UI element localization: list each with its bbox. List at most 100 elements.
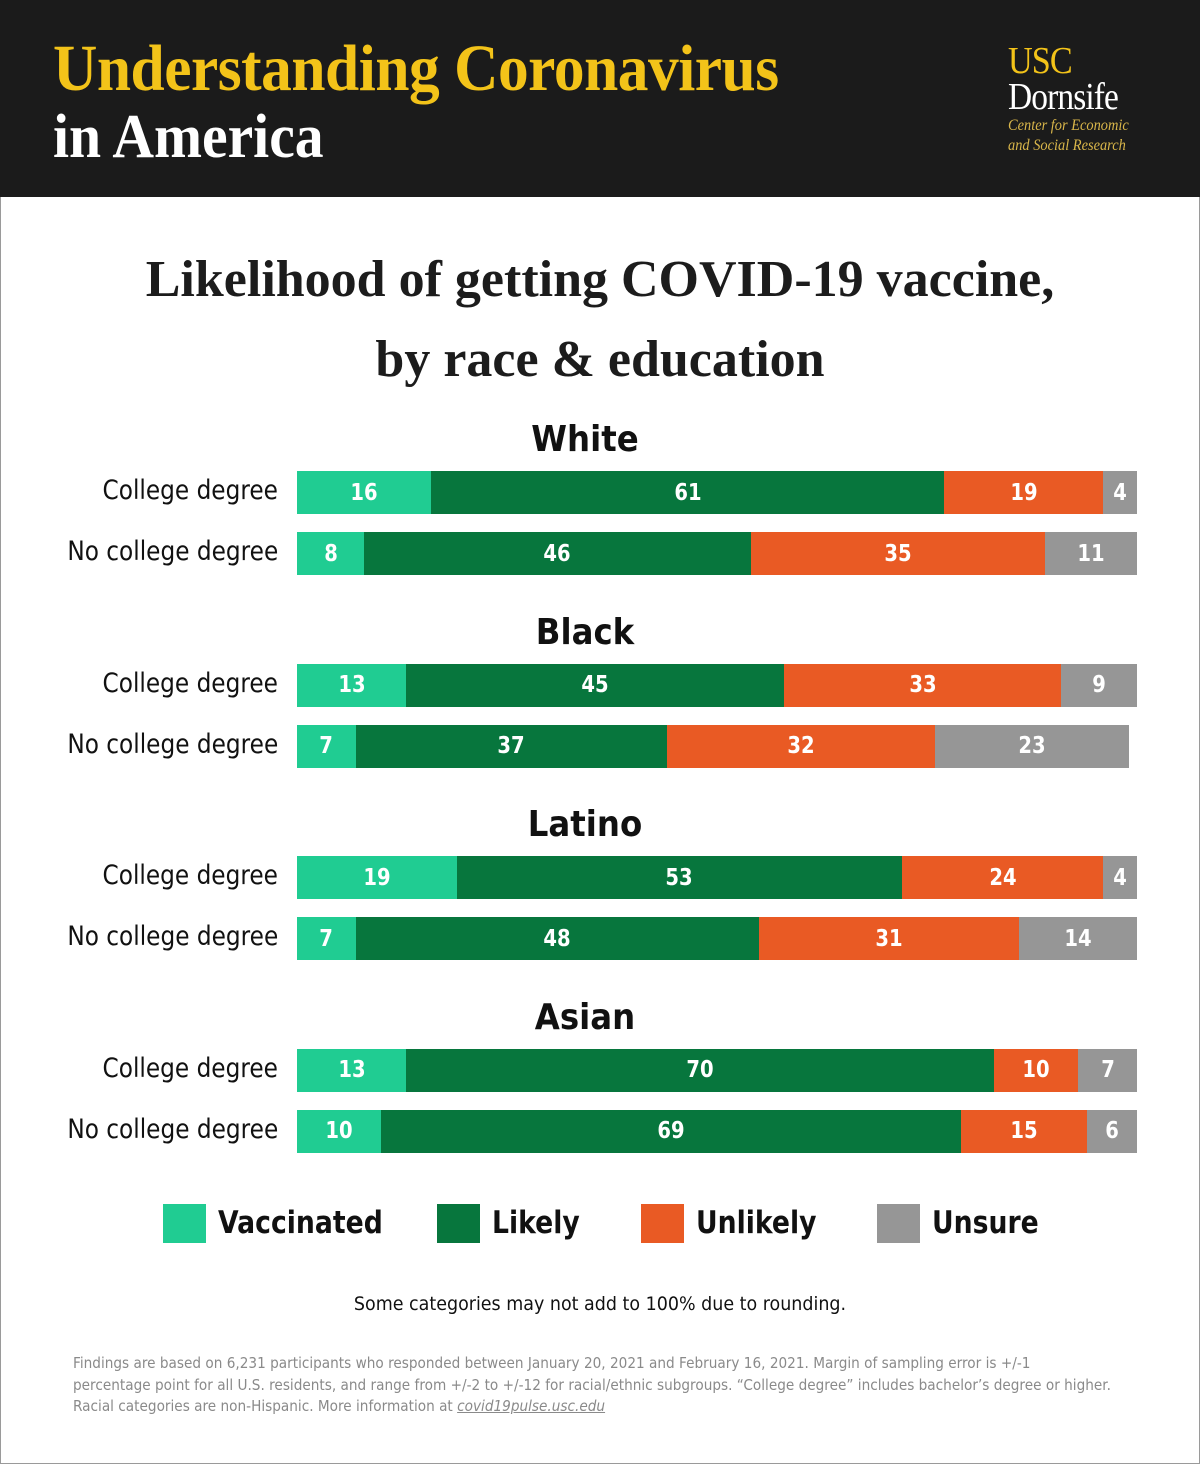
bar-segment-unlikely: 31 xyxy=(759,917,1020,960)
legend-label-vaccinated: Vaccinated xyxy=(218,1205,383,1241)
bar-segment-vaccinated: 8 xyxy=(297,532,365,575)
bar-segment-vaccinated: 7 xyxy=(297,917,356,960)
bar-segment-likely: 48 xyxy=(355,917,759,960)
bar-segment-vaccinated: 13 xyxy=(297,1048,407,1092)
bar-segment-unlikely: 32 xyxy=(666,724,936,768)
bar-segment-likely: 46 xyxy=(364,532,751,575)
legend-swatch-likely xyxy=(437,1203,480,1243)
bar-segment-unlikely: 24 xyxy=(901,856,1104,899)
bar-segment-unlikely: 35 xyxy=(750,532,1045,575)
data-label: 69 xyxy=(657,1118,685,1144)
bar-segment-likely: 37 xyxy=(355,724,667,768)
row-label: No college degree xyxy=(67,728,278,760)
data-label: 7 xyxy=(1100,1057,1115,1083)
bar-segment-vaccinated: 16 xyxy=(297,471,432,514)
bar-segment-vaccinated: 13 xyxy=(297,663,407,707)
chart-title: Likelihood of getting COVID-19 vaccine, xyxy=(145,251,1055,308)
data-label: 33 xyxy=(909,672,937,698)
data-label: 24 xyxy=(988,864,1017,891)
data-label: 37 xyxy=(497,733,525,759)
bar-segment-likely: 61 xyxy=(431,471,944,514)
row-label: No college degree xyxy=(67,536,278,567)
chart-title-block: Likelihood of getting COVID-19 vaccine, … xyxy=(0,240,1200,400)
data-label: 19 xyxy=(1009,479,1038,506)
legend-swatch-unlikely xyxy=(641,1203,684,1243)
group-title-black: Black xyxy=(535,611,635,653)
chart-legend: Vaccinated Likely Unlikely Unsure xyxy=(0,1203,1200,1243)
usc-dornsife-logo: USC Dornsife Center for Economic and Soc… xyxy=(1008,40,1142,156)
bar-segment-likely: 53 xyxy=(456,856,902,899)
data-label: 45 xyxy=(581,672,609,698)
data-label: 48 xyxy=(543,925,571,952)
bar-segment-likely: 45 xyxy=(406,663,785,707)
bar-segment-unsure: 11 xyxy=(1044,532,1137,575)
bar-segment-unlikely: 33 xyxy=(784,663,1062,707)
bar-segment-unsure: 23 xyxy=(935,724,1129,768)
data-label: 16 xyxy=(350,479,378,506)
row-label: No college degree xyxy=(67,921,278,952)
legend-swatch-vaccinated xyxy=(163,1203,206,1243)
bar-segment-unsure: 7 xyxy=(1078,1048,1137,1092)
data-label: 7 xyxy=(319,733,334,759)
header-title-line1: Understanding Coronavirus xyxy=(53,32,779,105)
data-label: 4 xyxy=(1113,864,1127,891)
logo-subtitle-1: Center for Economic xyxy=(1008,117,1129,134)
data-label: 14 xyxy=(1064,925,1092,952)
data-label: 10 xyxy=(1022,1057,1050,1083)
legend-swatch-unsure xyxy=(877,1203,920,1243)
data-label: 6 xyxy=(1104,1118,1119,1144)
legend-label-unlikely: Unlikely xyxy=(696,1205,817,1241)
bar-segment-likely: 69 xyxy=(381,1109,961,1153)
bar-segment-unsure: 6 xyxy=(1086,1109,1137,1153)
bar-segment-unsure: 9 xyxy=(1061,663,1137,707)
bar-segment-vaccinated: 10 xyxy=(297,1109,381,1153)
header-title-line2: in America xyxy=(53,103,324,171)
data-label: 61 xyxy=(673,479,702,506)
row-label: College degree xyxy=(102,860,278,891)
header-banner: Understanding Coronavirus in America USC… xyxy=(0,0,1200,197)
data-label: 13 xyxy=(337,1057,366,1083)
data-label: 35 xyxy=(883,540,912,567)
bar-segment-unsure: 4 xyxy=(1103,471,1137,514)
row-label: College degree xyxy=(102,1052,278,1084)
more-info-link[interactable]: covid19pulse.usc.edu xyxy=(457,1397,606,1415)
footnote-text: Findings are based on 6,231 participants… xyxy=(73,1354,1111,1415)
data-label: 10 xyxy=(325,1118,353,1144)
bar-segment-vaccinated: 7 xyxy=(297,724,356,768)
data-label: 4 xyxy=(1113,479,1127,506)
row-label: College degree xyxy=(102,475,278,506)
data-label: 13 xyxy=(337,672,366,698)
data-label: 53 xyxy=(665,864,693,891)
data-label: 70 xyxy=(686,1057,714,1083)
data-label: 31 xyxy=(875,925,903,952)
chart-subtitle: by race & education xyxy=(375,331,825,388)
bar-segment-unsure: 14 xyxy=(1019,917,1137,960)
data-label: 8 xyxy=(323,540,338,567)
data-label: 9 xyxy=(1092,672,1106,698)
bar-segment-unlikely: 15 xyxy=(960,1109,1087,1153)
row-label: No college degree xyxy=(67,1113,278,1145)
rounding-note: Some categories may not add to 100% due … xyxy=(353,1293,847,1315)
group-title-latino: Latino xyxy=(527,804,643,845)
logo-subtitle-2: and Social Research xyxy=(1008,137,1126,154)
data-label: 46 xyxy=(543,540,571,567)
data-label: 11 xyxy=(1077,540,1105,567)
data-label: 23 xyxy=(1018,733,1046,759)
data-label: 7 xyxy=(319,925,334,952)
data-label: 15 xyxy=(1009,1118,1038,1144)
legend-item-likely: Likely xyxy=(437,1203,594,1243)
bar-segment-unsure: 4 xyxy=(1103,856,1137,899)
bar-segment-unlikely: 19 xyxy=(943,471,1104,514)
group-title-white: White xyxy=(531,419,639,460)
bar-segment-vaccinated: 19 xyxy=(297,856,457,899)
logo-usc: USC xyxy=(1008,40,1073,82)
logo-dornsife: Dornsife xyxy=(1008,76,1119,118)
legend-item-unlikely: Unlikely xyxy=(641,1203,836,1243)
data-label: 19 xyxy=(363,864,391,891)
row-label: College degree xyxy=(102,667,278,699)
bar-segment-likely: 70 xyxy=(406,1048,995,1092)
legend-item-vaccinated: Vaccinated xyxy=(163,1203,410,1243)
legend-label-likely: Likely xyxy=(492,1205,580,1241)
group-title-asian: Asian xyxy=(534,996,636,1038)
legend-label-unsure: Unsure xyxy=(932,1205,1039,1241)
